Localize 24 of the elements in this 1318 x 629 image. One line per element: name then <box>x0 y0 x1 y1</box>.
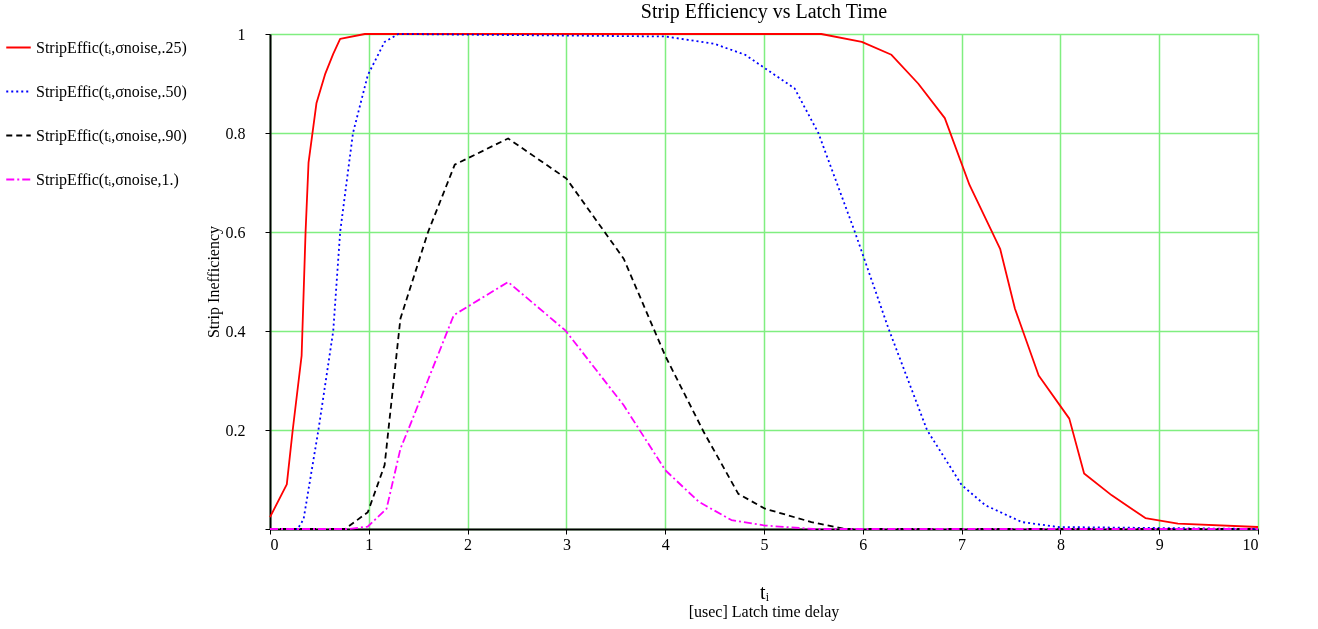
x-tick-label: 10 <box>1242 535 1259 553</box>
x-tick-label: 9 <box>1155 535 1164 553</box>
x-tick-label: 2 <box>464 535 473 553</box>
x-tick-label: 5 <box>760 535 769 553</box>
x-tick-label: 4 <box>661 535 670 553</box>
chart-title: Strip Efficiency vs Latch Time <box>640 0 888 23</box>
y-tick-label: 0.8 <box>225 124 246 142</box>
y-tick-label: 0.6 <box>225 223 246 241</box>
y-tick-label: 0.4 <box>225 322 246 340</box>
x-tick-label: 3 <box>562 535 571 553</box>
x-tick-label: 0 <box>270 535 279 553</box>
x-tick-label: 6 <box>859 535 868 553</box>
legend-label: StripEffic(tᵢ,σnoise,.25) <box>36 38 187 57</box>
legend-label: StripEffic(tᵢ,σnoise,1.) <box>36 170 179 189</box>
legend-label: StripEffic(tᵢ,σnoise,.90) <box>36 126 187 145</box>
x-tick-label: 7 <box>958 535 967 553</box>
x-tick-label: 8 <box>1056 535 1065 553</box>
y-axis-title: Strip Inefficiency <box>204 225 223 339</box>
x-axis-title: tᵢ <box>760 580 770 603</box>
x-tick-label: 1 <box>365 535 374 553</box>
y-tick-label: 1 <box>237 25 246 43</box>
text: [usec] Latch time delay <box>688 603 840 621</box>
legend-label: StripEffic(tᵢ,σnoise,.50) <box>36 82 187 101</box>
y-tick-label: 0.2 <box>225 421 246 439</box>
